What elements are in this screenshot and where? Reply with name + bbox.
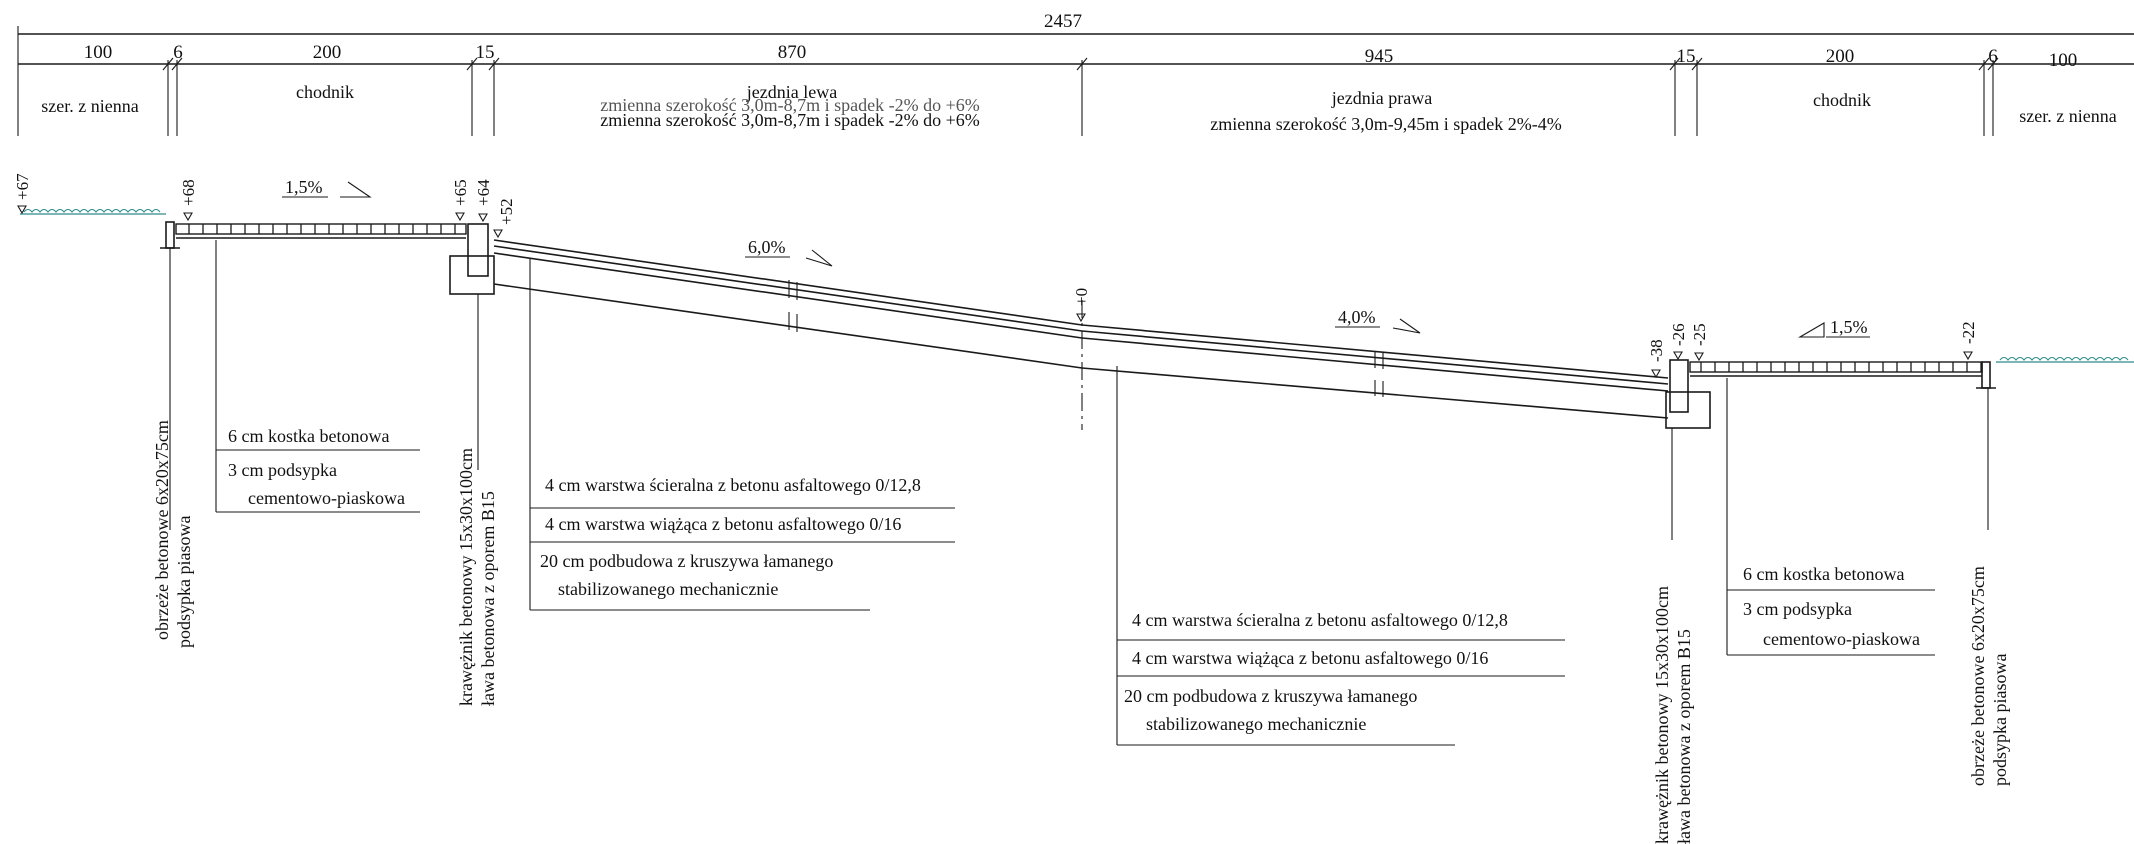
elevation-minus25: -25 xyxy=(1690,323,1709,346)
slope-right-sidewalk: 1,5% xyxy=(1830,317,1868,337)
dim-100-left: 100 xyxy=(84,42,113,63)
slope-indicators: 1,5% 6,0% 4,0% 1,5% xyxy=(282,177,1870,338)
grass-verge-left xyxy=(20,208,166,215)
segment-desc-jezdnia-lewa: zmienna szerokość 3,0m-8,7m i spadek -2%… xyxy=(600,110,980,130)
segment-name-szer-right: szer. z nienna xyxy=(2019,106,2116,126)
note-curb-left-1: krawężnik betonowy 15x30x100cm xyxy=(456,448,476,706)
note-sidewalk-left-3: cementowo-piaskowa xyxy=(248,488,405,508)
note-road-right-2: 4 cm warstwa wiążąca z betonu asfaltoweg… xyxy=(1132,648,1488,668)
elevation-plus64: +64 xyxy=(474,179,493,206)
note-edge-right-1: obrzeże betonowe 6x20x75cm xyxy=(1968,566,1988,786)
dim-6-right: 6 xyxy=(1988,46,1998,67)
note-road-right-3: 20 cm podbudowa z kruszywa łamanego xyxy=(1124,686,1417,706)
note-road-left-3: 20 cm podbudowa z kruszywa łamanego xyxy=(540,551,833,571)
sidewalk-left xyxy=(175,223,467,235)
elevation-minus38: -38 xyxy=(1647,339,1666,362)
elevation-plus52: +52 xyxy=(497,198,516,225)
profile-geometry xyxy=(20,208,2134,430)
note-edge-left-1: obrzeże betonowe 6x20x75cm xyxy=(152,420,172,640)
road-layers-left xyxy=(493,239,1083,369)
note-road-left-1: 4 cm warstwa ścieralna z betonu asfaltow… xyxy=(545,475,921,495)
elevation-markers: +67 +68 +65 +64 +52 +0 -38 -26 -25 -22 xyxy=(13,173,1978,379)
curb-left xyxy=(449,223,495,295)
note-road-left-4: stabilizowanego mechanicznie xyxy=(558,579,778,599)
edging-right xyxy=(1976,361,1996,389)
slope-left-sidewalk: 1,5% xyxy=(285,177,323,197)
note-edge-right-2: podsypka piasowa xyxy=(1990,654,2010,786)
sidewalk-right xyxy=(1689,361,1983,373)
dim-100-right: 100 xyxy=(2049,50,2078,71)
annotations: obrzeże betonowe 6x20x75cm podsypka pias… xyxy=(152,240,2010,844)
note-road-right-4: stabilizowanego mechanicznie xyxy=(1146,714,1366,734)
note-curb-right-1: krawężnik betonowy 15x30x100cm xyxy=(1652,586,1672,844)
segment-name-chodnik-right: chodnik xyxy=(1813,90,1871,110)
note-curb-right-2: ława betonowa z oporem B15 xyxy=(1674,629,1694,844)
segment-name-szer-left: szer. z nienna xyxy=(41,96,138,116)
dim-15-right: 15 xyxy=(1677,46,1696,67)
dim-200-left: 200 xyxy=(313,42,342,63)
elevation-minus26: -26 xyxy=(1669,323,1688,346)
overall-width-label: 2457 xyxy=(1044,11,1082,32)
note-curb-left-2: ława betonowa z oporem B15 xyxy=(478,491,498,706)
segment-name-jezdnia-prawa: jezdnia prawa xyxy=(1331,88,1432,108)
road-layers-right xyxy=(1081,324,1669,419)
elevation-plus65: +65 xyxy=(451,179,470,206)
dim-200-right: 200 xyxy=(1826,46,1855,67)
curb-right xyxy=(1665,359,1711,429)
note-road-right-1: 4 cm warstwa ścieralna z betonu asfaltow… xyxy=(1132,610,1508,630)
note-road-left-2: 4 cm warstwa wiążąca z betonu asfaltoweg… xyxy=(545,514,901,534)
note-sidewalk-left-1: 6 cm kostka betonowa xyxy=(228,426,389,446)
dim-6-left: 6 xyxy=(173,42,183,63)
elevation-plus67: +67 xyxy=(13,173,32,200)
slope-right-road: 4,0% xyxy=(1338,307,1376,327)
note-edge-left-2: podsypka piasowa xyxy=(174,516,194,648)
slope-left-road: 6,0% xyxy=(748,237,786,257)
note-sidewalk-right-2: 3 cm podsypka xyxy=(1743,599,1852,619)
grass-verge-right xyxy=(1996,356,2134,363)
segment-name-chodnik-left: chodnik xyxy=(296,82,354,102)
note-sidewalk-right-3: cementowo-piaskowa xyxy=(1763,629,1920,649)
elevation-minus22: -22 xyxy=(1959,321,1978,344)
dim-945: 945 xyxy=(1365,46,1394,67)
dim-870: 870 xyxy=(778,42,807,63)
note-sidewalk-right-1: 6 cm kostka betonowa xyxy=(1743,564,1904,584)
dim-15-left: 15 xyxy=(476,42,495,63)
note-sidewalk-left-2: 3 cm podsypka xyxy=(228,460,337,480)
segment-desc-jezdnia-prawa: zmienna szerokość 3,0m-9,45m i spadek 2%… xyxy=(1210,114,1561,134)
segment-name-jezdnia-lewa: jezdnia lewa xyxy=(746,82,837,102)
elevation-zero: +0 xyxy=(1072,288,1091,306)
dimension-chain: 2457 100 6 200 15 xyxy=(17,11,2134,136)
segment-desc-overlap: zmienna szerokość 3,0m-8,7m i spadek -2%… xyxy=(600,95,980,115)
elevation-plus68: +68 xyxy=(179,179,198,206)
